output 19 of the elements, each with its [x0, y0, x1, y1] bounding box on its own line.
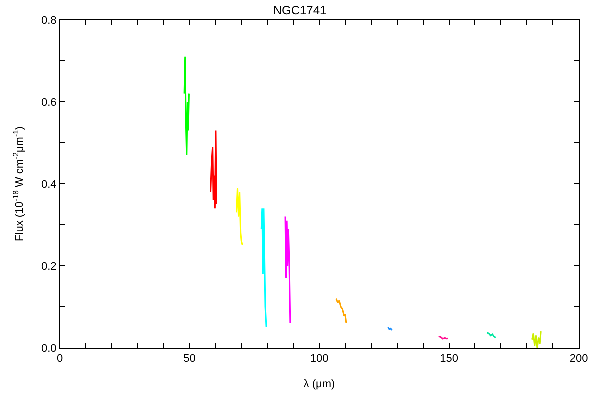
y-tick-label: 0.0: [42, 342, 57, 355]
x-tick-label: 200: [570, 353, 588, 366]
chart-title: NGC1741: [273, 3, 327, 18]
y-tick-label: 0.8: [42, 14, 57, 27]
line-series: [260, 208, 268, 328]
x-axis-title: λ (μm): [304, 378, 336, 390]
x-tick-label: 150: [440, 353, 458, 366]
y-tick-label: 0.4: [42, 178, 57, 191]
line-series: [284, 216, 292, 324]
x-tick-label: 100: [310, 353, 329, 366]
line-series: [184, 56, 190, 156]
x-tick-label: 50: [184, 353, 196, 366]
y-tick-label: 0.2: [42, 260, 57, 273]
line-series: [210, 130, 218, 210]
line-series: [236, 187, 244, 246]
line-series: [336, 298, 348, 324]
y-tick-label: 0.6: [42, 96, 57, 109]
x-tick-label: 0: [56, 353, 64, 366]
line-series: [532, 330, 542, 348]
